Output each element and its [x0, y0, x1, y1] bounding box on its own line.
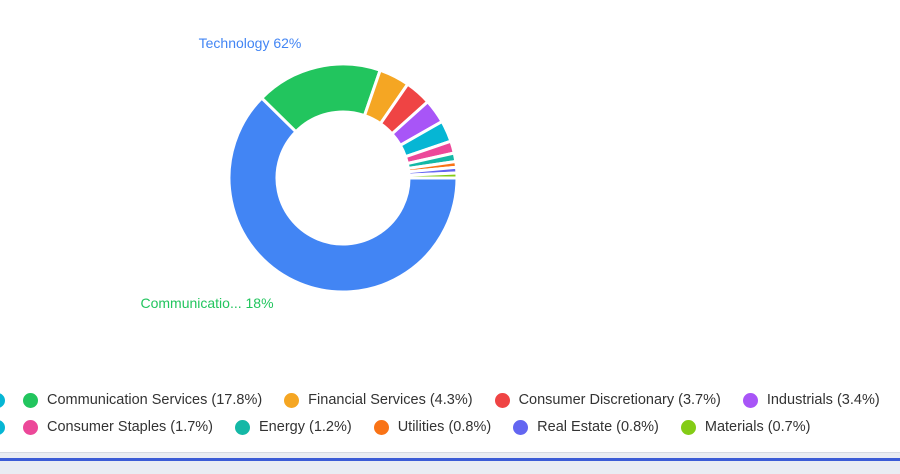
- legend-swatch-partial: [0, 392, 5, 408]
- legend-label: Energy (1.2%): [259, 419, 352, 435]
- legend-label: Materials (0.7%): [704, 419, 811, 435]
- slice-labels: Technology 62% Communicatio... 18%: [140, 35, 301, 311]
- legend-label: Real Estate (0.8%): [537, 419, 659, 435]
- legend-label: Industrials (3.4%): [766, 392, 880, 408]
- window-bottom-bar: [0, 452, 900, 474]
- legend-label: Consumer Discretionary (3.7%): [518, 392, 721, 408]
- legend-label: Utilities (0.8%): [397, 419, 492, 435]
- sector-donut-chart: Technology 62% Communicatio... 18%: [140, 35, 459, 311]
- slice-label-1: Communicatio... 18%: [140, 295, 273, 311]
- donut-slices: [227, 62, 459, 294]
- slice-label-0: Technology 62%: [199, 35, 302, 51]
- bottom-accent-line: [0, 458, 900, 461]
- legend-swatch: [494, 392, 510, 408]
- legend-swatch: [742, 392, 758, 408]
- slice-materials[interactable]: [407, 171, 459, 180]
- legend-swatch: [373, 419, 389, 435]
- legend-label: Communication Services (17.8%): [47, 392, 263, 408]
- legend-item[interactable]: Consumer Discretionary (3.7%): [494, 392, 721, 408]
- legend-item[interactable]: Communication Services (17.8%): [23, 392, 262, 408]
- legend-item[interactable]: Energy (1.2%): [235, 419, 352, 435]
- legend-row-2: Consumer Staples (1.7%) Energy (1.2%) Util…: [0, 417, 832, 437]
- legend-swatch: [235, 419, 251, 435]
- legend-swatch-partial: [0, 419, 5, 435]
- legend-item[interactable]: Consumer Staples (1.7%): [23, 419, 213, 435]
- legend-item[interactable]: Real Estate (0.8%): [513, 419, 659, 435]
- legend-swatch: [23, 392, 38, 408]
- legend-item[interactable]: Financial Services (4.3%): [284, 392, 473, 408]
- legend-item[interactable]: Industrials (3.4%): [742, 392, 880, 408]
- legend-swatch: [513, 419, 529, 435]
- legend-swatch: [680, 419, 696, 435]
- legend-item[interactable]: Utilities (0.8%): [373, 419, 492, 435]
- legend-label: Financial Services (4.3%): [308, 392, 473, 408]
- legend-swatch: [284, 392, 300, 408]
- legend-row-1: Communication Services (17.8%) Financial …: [0, 390, 900, 410]
- slice-technology[interactable]: [227, 95, 459, 294]
- legend-item[interactable]: Materials (0.7%): [680, 419, 811, 435]
- legend-label: Consumer Staples (1.7%): [47, 419, 214, 435]
- legend-swatch: [23, 419, 38, 435]
- donut-svg: Technology 62% Communicatio... 18%: [140, 35, 459, 311]
